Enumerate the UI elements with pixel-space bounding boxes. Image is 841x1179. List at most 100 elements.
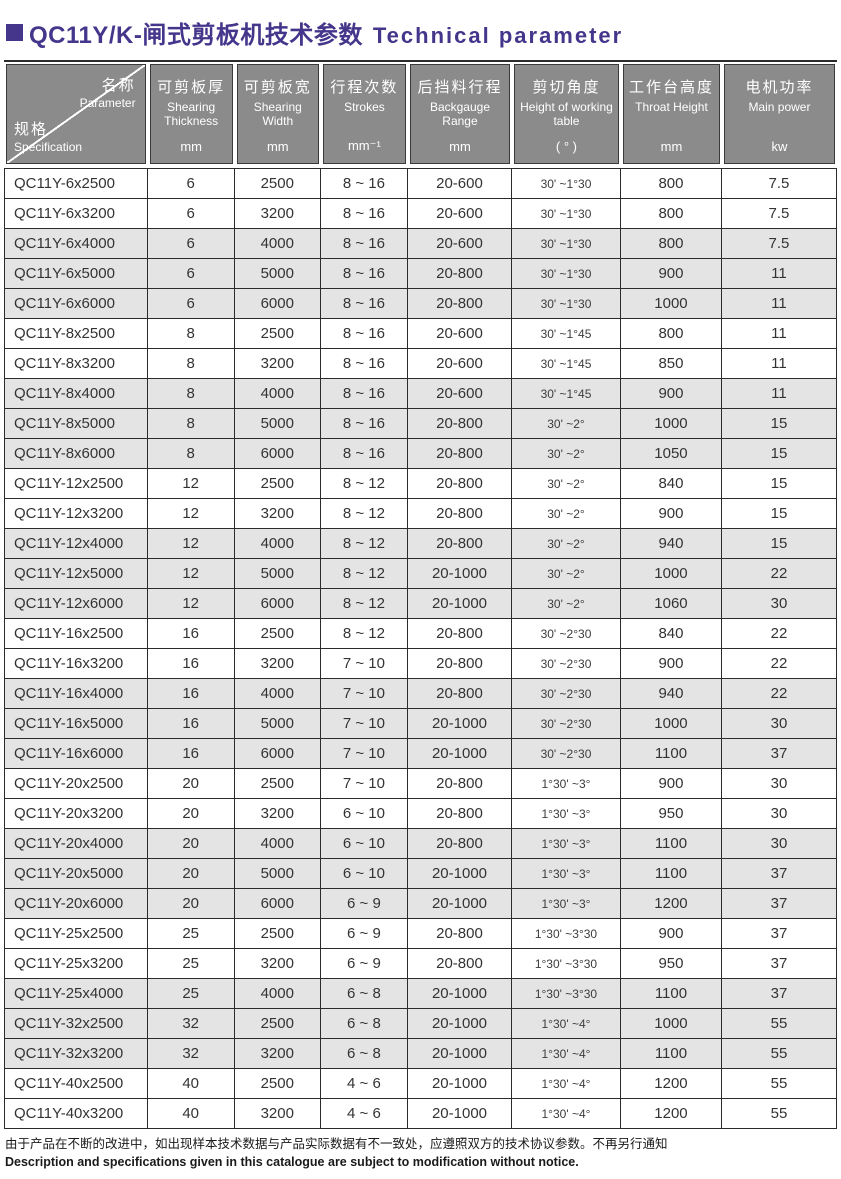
cell-spec: QC11Y-25x3200 [4, 949, 148, 979]
header-cell-thickness: 可剪板厚 Shearing Thickness mm [149, 64, 233, 164]
header-throat-zh: 工作台高度 [628, 79, 714, 96]
header-specification-zh: 规格 [14, 120, 49, 138]
cell-thickness: 6 [147, 259, 235, 289]
header-cell-throat: 工作台高度 Throat Height mm [622, 64, 720, 164]
cell-strokes: 8 ~ 16 [320, 409, 408, 439]
cell-strokes: 6 ~ 9 [320, 889, 408, 919]
table-row: QC11Y-12x3200 12 3200 8 ~ 12 20-800 30' ~2° 90… [4, 499, 837, 529]
cell-width: 5000 [234, 259, 321, 289]
cell-angle: 30' ~2° [512, 409, 621, 439]
cell-width: 3200 [234, 1099, 321, 1129]
cell-width: 2500 [234, 469, 321, 499]
cell-thickness: 12 [147, 559, 235, 589]
cell-thickness: 12 [147, 529, 235, 559]
header-power-unit: kw [771, 139, 788, 154]
cell-throat: 1100 [620, 859, 722, 889]
cell-width: 6000 [234, 439, 321, 469]
cell-spec: QC11Y-16x6000 [4, 739, 148, 769]
table-row: QC11Y-16x4000 16 4000 7 ~ 10 20-800 30' ~2°30… [4, 679, 837, 709]
cell-thickness: 20 [147, 829, 235, 859]
cell-strokes: 7 ~ 10 [320, 649, 408, 679]
cell-angle: 30' ~1°45 [512, 319, 621, 349]
cell-backgauge: 20-800 [407, 289, 512, 319]
cell-power: 55 [721, 1039, 837, 1069]
cell-strokes: 8 ~ 16 [320, 229, 408, 259]
table-row: QC11Y-6x3200 6 3200 8 ~ 16 20-600 30' ~1°30 80… [4, 199, 837, 229]
cell-strokes: 7 ~ 10 [320, 739, 408, 769]
title-zh: QC11Y/K-闸式剪板机技术参数 [29, 22, 363, 49]
cell-throat: 800 [620, 199, 722, 229]
cell-angle: 30' ~1°30 [512, 199, 621, 229]
cell-angle: 1°30' ~3° [512, 889, 621, 919]
cell-thickness: 8 [147, 349, 235, 379]
cell-spec: QC11Y-16x5000 [4, 709, 148, 739]
cell-thickness: 25 [147, 949, 235, 979]
cell-thickness: 12 [147, 499, 235, 529]
cell-throat: 850 [620, 349, 722, 379]
cell-spec: QC11Y-12x2500 [4, 469, 148, 499]
header-strokes-en: Strokes [344, 100, 385, 114]
table-row: QC11Y-8x5000 8 5000 8 ~ 16 20-800 30' ~2° 1000… [4, 409, 837, 439]
cell-power: 30 [721, 589, 837, 619]
cell-strokes: 4 ~ 6 [320, 1099, 408, 1129]
page-title: QC11Y/K-闸式剪板机技术参数 Technical parameter [4, 0, 837, 60]
cell-width: 2500 [234, 919, 321, 949]
cell-throat: 940 [620, 679, 722, 709]
cell-strokes: 8 ~ 12 [320, 469, 408, 499]
cell-throat: 1100 [620, 1039, 722, 1069]
cell-width: 3200 [234, 199, 321, 229]
header-width-en: Shearing Width [253, 100, 302, 129]
cell-throat: 1050 [620, 439, 722, 469]
cell-strokes: 8 ~ 16 [320, 169, 408, 199]
cell-power: 15 [721, 469, 837, 499]
cell-backgauge: 20-800 [407, 769, 512, 799]
header-power-en: Main power [748, 100, 811, 114]
cell-power: 22 [721, 559, 837, 589]
cell-angle: 30' ~1°30 [512, 229, 621, 259]
header-throat-en: Throat Height [635, 100, 708, 114]
cell-power: 22 [721, 619, 837, 649]
cell-width: 3200 [234, 649, 321, 679]
cell-thickness: 6 [147, 169, 235, 199]
cell-spec: QC11Y-20x4000 [4, 829, 148, 859]
cell-thickness: 32 [147, 1009, 235, 1039]
cell-width: 2500 [234, 769, 321, 799]
cell-power: 11 [721, 379, 837, 409]
cell-backgauge: 20-800 [407, 919, 512, 949]
cell-power: 11 [721, 259, 837, 289]
cell-spec: QC11Y-12x3200 [4, 499, 148, 529]
cell-strokes: 6 ~ 8 [320, 979, 408, 1009]
cell-thickness: 40 [147, 1099, 235, 1129]
cell-backgauge: 20-800 [407, 679, 512, 709]
cell-angle: 1°30' ~3°30 [512, 979, 621, 1009]
cell-throat: 1000 [620, 559, 722, 589]
cell-thickness: 8 [147, 319, 235, 349]
cell-backgauge: 20-800 [407, 439, 512, 469]
cell-strokes: 8 ~ 16 [320, 379, 408, 409]
cell-spec: QC11Y-8x5000 [4, 409, 148, 439]
cell-thickness: 6 [147, 199, 235, 229]
cell-width: 6000 [234, 739, 321, 769]
cell-strokes: 6 ~ 10 [320, 829, 408, 859]
cell-backgauge: 20-800 [407, 499, 512, 529]
cell-thickness: 6 [147, 229, 235, 259]
cell-backgauge: 20-600 [407, 169, 512, 199]
cell-throat: 800 [620, 319, 722, 349]
cell-width: 4000 [234, 979, 321, 1009]
cell-throat: 1200 [620, 1099, 722, 1129]
cell-strokes: 8 ~ 12 [320, 589, 408, 619]
table-row: QC11Y-6x5000 6 5000 8 ~ 16 20-800 30' ~1°30 90… [4, 259, 837, 289]
cell-angle: 30' ~2°30 [512, 649, 621, 679]
table-row: QC11Y-12x6000 12 6000 8 ~ 12 20-1000 30' ~2° 1… [4, 589, 837, 619]
cell-strokes: 8 ~ 12 [320, 559, 408, 589]
cell-spec: QC11Y-40x3200 [4, 1099, 148, 1129]
cell-thickness: 16 [147, 709, 235, 739]
cell-angle: 1°30' ~3° [512, 799, 621, 829]
table-row: QC11Y-12x5000 12 5000 8 ~ 12 20-1000 30' ~2° 1… [4, 559, 837, 589]
cell-width: 3200 [234, 499, 321, 529]
table-row: QC11Y-6x4000 6 4000 8 ~ 16 20-600 30' ~1°30 80… [4, 229, 837, 259]
cell-spec: QC11Y-16x4000 [4, 679, 148, 709]
cell-backgauge: 20-1000 [407, 589, 512, 619]
cell-width: 3200 [234, 799, 321, 829]
